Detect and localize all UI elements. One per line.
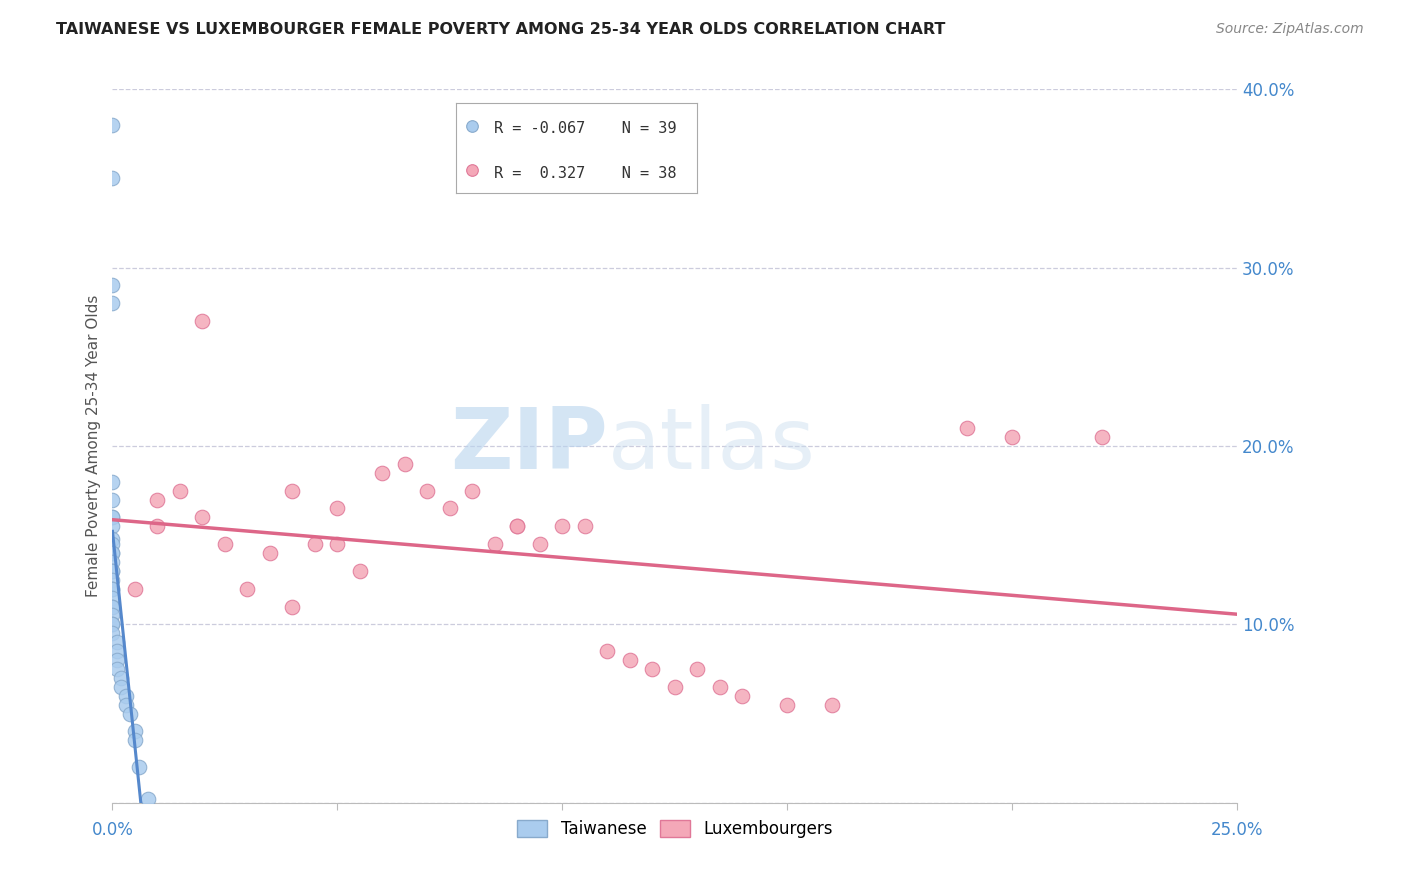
Point xyxy=(776,698,799,712)
Point xyxy=(115,698,138,712)
Point xyxy=(105,662,128,676)
Point xyxy=(101,564,124,578)
Point xyxy=(101,171,124,186)
Point xyxy=(731,689,754,703)
Text: atlas: atlas xyxy=(607,404,815,488)
Point xyxy=(214,537,236,551)
Point xyxy=(105,635,128,649)
Point xyxy=(124,724,146,739)
Point xyxy=(105,644,128,658)
Point xyxy=(120,706,142,721)
Point xyxy=(686,662,709,676)
Y-axis label: Female Poverty Among 25-34 Year Olds: Female Poverty Among 25-34 Year Olds xyxy=(86,295,101,597)
Text: 0.0%: 0.0% xyxy=(91,821,134,838)
Point xyxy=(191,510,214,524)
Point xyxy=(110,680,132,694)
Point xyxy=(349,564,371,578)
Point xyxy=(101,510,124,524)
Point xyxy=(128,760,150,774)
Point xyxy=(281,599,304,614)
Point xyxy=(664,680,686,694)
Point xyxy=(371,466,394,480)
Point xyxy=(101,573,124,587)
Point xyxy=(101,492,124,507)
Point xyxy=(101,475,124,489)
Point xyxy=(101,591,124,605)
Point xyxy=(281,483,304,498)
Point xyxy=(394,457,416,471)
Point xyxy=(439,501,461,516)
Point xyxy=(101,599,124,614)
Point xyxy=(259,546,281,560)
Point xyxy=(101,617,124,632)
Point xyxy=(574,519,596,533)
Point xyxy=(236,582,259,596)
Point xyxy=(101,546,124,560)
Point xyxy=(529,537,551,551)
Point xyxy=(101,608,124,623)
Point xyxy=(169,483,191,498)
Point xyxy=(326,537,349,551)
Point xyxy=(619,653,641,667)
Point xyxy=(101,546,124,560)
Point xyxy=(138,792,160,806)
Point xyxy=(506,519,529,533)
Point xyxy=(326,501,349,516)
Point xyxy=(101,564,124,578)
Point xyxy=(101,617,124,632)
Point xyxy=(461,483,484,498)
Point xyxy=(101,510,124,524)
Point xyxy=(101,532,124,546)
Text: TAIWANESE VS LUXEMBOURGER FEMALE POVERTY AMONG 25-34 YEAR OLDS CORRELATION CHART: TAIWANESE VS LUXEMBOURGER FEMALE POVERTY… xyxy=(56,22,946,37)
Point xyxy=(146,519,169,533)
Legend: Taiwanese, Luxembourgers: Taiwanese, Luxembourgers xyxy=(510,813,839,845)
Point xyxy=(101,118,124,132)
Point xyxy=(101,278,124,293)
Point xyxy=(1091,430,1114,444)
Point xyxy=(101,582,124,596)
Text: ZIP: ZIP xyxy=(450,404,607,488)
Point xyxy=(416,483,439,498)
Point xyxy=(304,537,326,551)
Point xyxy=(101,296,124,310)
Point xyxy=(641,662,664,676)
Point xyxy=(101,537,124,551)
Point xyxy=(551,519,574,533)
Point xyxy=(1001,430,1024,444)
Text: 25.0%: 25.0% xyxy=(1211,821,1264,838)
Text: Source: ZipAtlas.com: Source: ZipAtlas.com xyxy=(1216,22,1364,37)
Point xyxy=(596,644,619,658)
Point xyxy=(124,582,146,596)
Point xyxy=(821,698,844,712)
Point xyxy=(146,492,169,507)
Point xyxy=(101,599,124,614)
Point xyxy=(956,421,979,435)
Point xyxy=(101,519,124,533)
Point xyxy=(101,555,124,569)
Point xyxy=(101,582,124,596)
Point xyxy=(191,314,214,328)
Point xyxy=(105,653,128,667)
Point xyxy=(506,519,529,533)
Point xyxy=(110,671,132,685)
Point xyxy=(115,689,138,703)
Point xyxy=(124,733,146,747)
Point xyxy=(101,626,124,640)
Point xyxy=(709,680,731,694)
Point xyxy=(484,537,506,551)
